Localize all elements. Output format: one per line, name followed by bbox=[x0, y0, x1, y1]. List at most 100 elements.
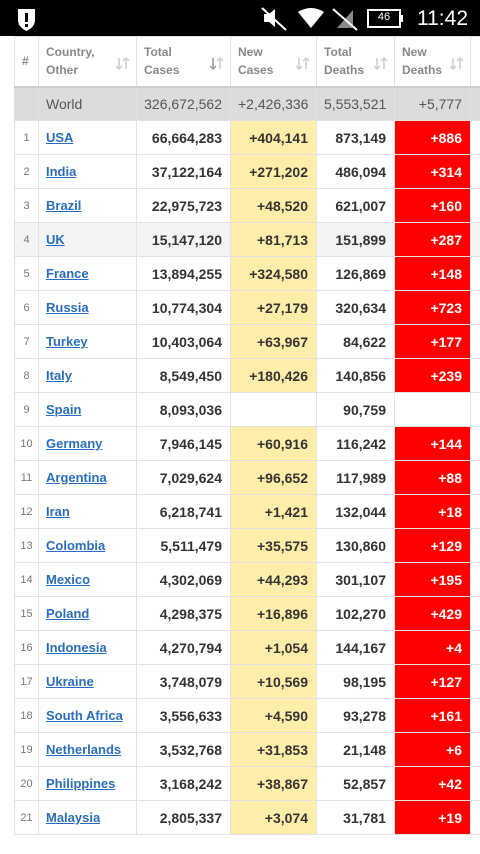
cell bbox=[470, 664, 480, 699]
country-row: 9 Spain 8,093,036 90,759 bbox=[14, 392, 480, 427]
column-header[interactable]: Total Deaths bbox=[316, 36, 395, 88]
cell bbox=[470, 800, 480, 835]
status-icons bbox=[18, 7, 403, 31]
country-link[interactable]: Netherlands bbox=[46, 742, 122, 757]
number-cell: 37,122,164 bbox=[136, 154, 231, 189]
number-cell: 151,899 bbox=[316, 222, 395, 257]
new-deaths-cell: +88 bbox=[394, 460, 471, 495]
cell bbox=[470, 324, 480, 359]
data-table: # Country, Other Total Cases New Cases Total… bbox=[14, 36, 480, 835]
new-cases-cell: +63,967 bbox=[230, 324, 317, 359]
country-link[interactable]: Malaysia bbox=[46, 810, 101, 825]
new-cases-cell: +1,054 bbox=[230, 630, 317, 665]
table-container: # Country, Other Total Cases New Cases Total… bbox=[14, 36, 480, 835]
rank-cell: 19 bbox=[14, 732, 39, 767]
country-row: 15 Poland 4,298,375 +16,896 102,270 +429 bbox=[14, 596, 480, 631]
country-row: 7 Turkey 10,403,064 +63,967 84,622 +177 bbox=[14, 324, 480, 359]
country-row: 2 India 37,122,164 +271,202 486,094 +314 bbox=[14, 154, 480, 189]
sort-icon bbox=[450, 57, 464, 71]
country-link[interactable]: Argentina bbox=[46, 470, 107, 485]
rank-cell: 6 bbox=[14, 290, 39, 325]
number-cell: 52,857 bbox=[316, 766, 395, 801]
rank-cell: 17 bbox=[14, 664, 39, 699]
number-cell: 132,044 bbox=[316, 494, 395, 529]
new-cases-cell: +44,293 bbox=[230, 562, 317, 597]
column-header: # bbox=[14, 36, 39, 88]
new-deaths-cell: +4 bbox=[394, 630, 471, 665]
new-deaths-cell: +161 bbox=[394, 698, 471, 733]
country-link[interactable]: Ukraine bbox=[46, 674, 94, 689]
country-row: 1 USA 66,664,283 +404,141 873,149 +886 bbox=[14, 120, 480, 155]
country-link[interactable]: Mexico bbox=[46, 572, 91, 587]
new-cases-cell: +404,141 bbox=[230, 120, 317, 155]
new-cases-cell bbox=[230, 392, 317, 427]
cell bbox=[470, 460, 480, 495]
column-header[interactable]: New Cases bbox=[230, 36, 317, 88]
column-header bbox=[470, 36, 480, 88]
new-deaths-cell: +314 bbox=[394, 154, 471, 189]
rank-cell: 8 bbox=[14, 358, 39, 393]
country-link[interactable]: Turkey bbox=[46, 334, 88, 349]
cell bbox=[470, 290, 480, 325]
new-deaths-cell: +18 bbox=[394, 494, 471, 529]
new-cases-cell: +38,867 bbox=[230, 766, 317, 801]
cell bbox=[470, 392, 480, 427]
number-cell: 301,107 bbox=[316, 562, 395, 597]
number-cell: 8,549,450 bbox=[136, 358, 231, 393]
cell bbox=[470, 188, 480, 223]
number-cell: 3,748,079 bbox=[136, 664, 231, 699]
number-cell: 117,989 bbox=[316, 460, 395, 495]
rank-cell: 21 bbox=[14, 800, 39, 835]
country-link[interactable]: Poland bbox=[46, 606, 90, 621]
new-cases-cell: +60,916 bbox=[230, 426, 317, 461]
cell bbox=[470, 596, 480, 631]
new-cases-cell: +1,421 bbox=[230, 494, 317, 529]
country-link[interactable]: Iran bbox=[46, 504, 70, 519]
rank-cell: 7 bbox=[14, 324, 39, 359]
world-cell: 5,553,521 bbox=[316, 86, 395, 121]
country-link[interactable]: Brazil bbox=[46, 198, 82, 213]
number-cell: 13,894,255 bbox=[136, 256, 231, 291]
number-cell: 130,860 bbox=[316, 528, 395, 563]
country-link[interactable]: Spain bbox=[46, 402, 82, 417]
country-link[interactable]: Germany bbox=[46, 436, 103, 451]
header-text: Total Cases bbox=[144, 45, 180, 78]
rank-cell: 10 bbox=[14, 426, 39, 461]
cell bbox=[470, 630, 480, 665]
column-header[interactable]: Total Cases bbox=[136, 36, 231, 88]
country-row: 6 Russia 10,774,304 +27,179 320,634 +723 bbox=[14, 290, 480, 325]
country-link[interactable]: India bbox=[46, 164, 77, 179]
country-link[interactable]: Italy bbox=[46, 368, 73, 383]
new-deaths-cell: +429 bbox=[394, 596, 471, 631]
country-cell: Germany bbox=[38, 426, 137, 461]
country-link[interactable]: USA bbox=[46, 130, 74, 145]
country-link[interactable]: South Africa bbox=[46, 708, 123, 723]
rank-cell: 1 bbox=[14, 120, 39, 155]
cell bbox=[470, 494, 480, 529]
rank-cell: 20 bbox=[14, 766, 39, 801]
country-link[interactable]: Philippines bbox=[46, 776, 116, 791]
country-link[interactable]: Colombia bbox=[46, 538, 106, 553]
new-deaths-cell: +127 bbox=[394, 664, 471, 699]
country-link[interactable]: Indonesia bbox=[46, 640, 107, 655]
header-row: # Country, Other Total Cases New Cases Total… bbox=[14, 36, 480, 88]
country-row: 13 Colombia 5,511,479 +35,575 130,860 +129 bbox=[14, 528, 480, 563]
country-cell: Indonesia bbox=[38, 630, 137, 665]
country-link[interactable]: Russia bbox=[46, 300, 89, 315]
column-header[interactable]: New Deaths bbox=[394, 36, 471, 88]
number-cell: 7,029,624 bbox=[136, 460, 231, 495]
country-link[interactable]: France bbox=[46, 266, 89, 281]
new-deaths-cell: +886 bbox=[394, 120, 471, 155]
status-bar: 46 11:42 bbox=[0, 0, 480, 36]
number-cell: 3,532,768 bbox=[136, 732, 231, 767]
world-cell: +2,426,336 bbox=[230, 86, 317, 121]
number-cell: 15,147,120 bbox=[136, 222, 231, 257]
country-row: 17 Ukraine 3,748,079 +10,569 98,195 +127 bbox=[14, 664, 480, 699]
new-deaths-cell: +239 bbox=[394, 358, 471, 393]
number-cell: 144,167 bbox=[316, 630, 395, 665]
country-cell: Mexico bbox=[38, 562, 137, 597]
country-cell: India bbox=[38, 154, 137, 189]
country-link[interactable]: UK bbox=[46, 232, 65, 247]
column-header[interactable]: Country, Other bbox=[38, 36, 137, 88]
